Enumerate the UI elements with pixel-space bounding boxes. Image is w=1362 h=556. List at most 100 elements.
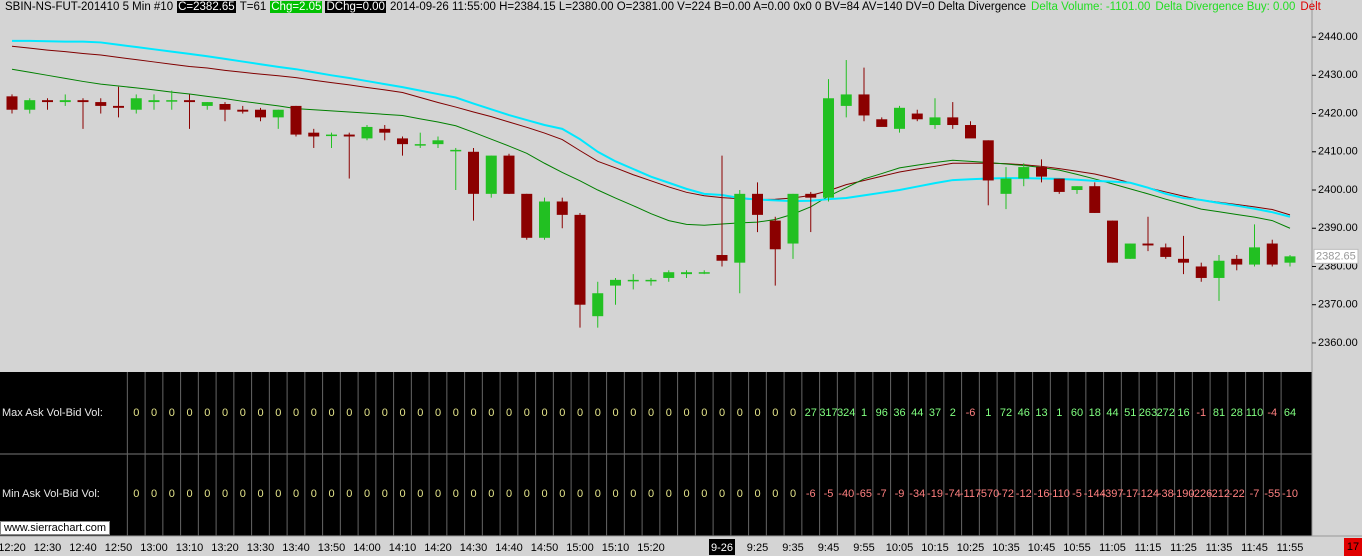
panel-value: 0	[222, 407, 228, 419]
x-tick-label: 13:50	[318, 542, 346, 554]
candle-body	[326, 134, 337, 137]
panel-value: 0	[257, 488, 263, 500]
watermark: www.sierrachart.com	[0, 521, 111, 535]
x-tick-label: 13:30	[247, 542, 275, 554]
panel-value: 0	[453, 488, 459, 500]
panel-value: 0	[417, 488, 423, 500]
panel-value: 0	[737, 488, 743, 500]
x-tick-label: 10:05	[886, 542, 914, 554]
candle-body	[1178, 258, 1189, 263]
x-tick-label: 12:40	[69, 542, 97, 554]
panel-value: 0	[630, 407, 636, 419]
x-tick-label: 12:50	[105, 542, 133, 554]
panel-value: 0	[399, 488, 405, 500]
y-tick-label: 2420.00	[1318, 107, 1358, 119]
bar-info: 2014-09-26 11:55:00 H=2384.15 L=2380.00 …	[389, 1, 1027, 13]
session-marker	[709, 539, 735, 555]
panel-value: 0	[169, 488, 175, 500]
candle-body	[840, 94, 852, 106]
y-tick-label: 2400.00	[1318, 184, 1358, 196]
panel-value: 46	[1018, 407, 1030, 419]
panel-value: 0	[470, 407, 476, 419]
panel-value: 0	[346, 407, 352, 419]
candle-body	[982, 140, 994, 181]
panel-value: 1	[1056, 407, 1062, 419]
panel-value: -1	[1196, 407, 1206, 419]
panel-value: 60	[1071, 407, 1083, 419]
x-tick-label: 9:25	[747, 542, 768, 554]
candle-body	[6, 96, 18, 110]
candle-body	[130, 98, 142, 110]
candle-body	[521, 193, 533, 238]
panel-value: -9	[895, 488, 905, 500]
panel-value: 0	[133, 488, 139, 500]
panel-value: 0	[382, 407, 388, 419]
candle-body	[1089, 186, 1101, 213]
panel-value: -212	[1208, 488, 1230, 500]
panel-value: 263	[1139, 407, 1157, 419]
x-tick-label: 11:25	[1170, 542, 1197, 554]
panel-value: 0	[186, 488, 192, 500]
candle-body	[219, 103, 231, 110]
ticks: T=61	[239, 1, 267, 13]
x-tick-label: 13:10	[176, 542, 204, 554]
panel-value: 0	[524, 488, 530, 500]
panel-value: -226	[1190, 488, 1212, 500]
candle-body	[769, 220, 781, 250]
candle-body	[1160, 247, 1172, 257]
panel-value: 0	[790, 488, 796, 500]
panel-value: 0	[790, 407, 796, 419]
panel-value: 0	[399, 407, 405, 419]
panel-value: 0	[648, 488, 654, 500]
candle-body	[911, 113, 923, 120]
candle-body	[698, 272, 710, 274]
last: C=2382.65	[177, 1, 236, 13]
panel-value: -74	[945, 488, 961, 500]
panel-value: -4	[1267, 407, 1277, 419]
x-tick-label: 11:15	[1135, 542, 1162, 554]
panel-value: 0	[506, 407, 512, 419]
panel-value: -6	[966, 407, 976, 419]
panel-value: 27	[805, 407, 817, 419]
x-tick-label: 14:40	[495, 542, 523, 554]
panel-value: 0	[488, 407, 494, 419]
panel-value: -12	[1016, 488, 1032, 500]
candle-body	[1124, 243, 1136, 259]
panel-value: 0	[506, 488, 512, 500]
x-tick-label: 11:05	[1099, 542, 1126, 554]
panel-value: 0	[559, 488, 565, 500]
x-tick-label: 15:10	[602, 542, 630, 554]
panel-value: 0	[559, 407, 565, 419]
candle-body	[929, 117, 941, 126]
panel-value: 18	[1089, 407, 1101, 419]
panel-value: 0	[275, 488, 281, 500]
panel-value: 0	[541, 488, 547, 500]
panel-value: 37	[929, 407, 941, 419]
candle-body	[59, 100, 71, 103]
x-tick-label: 14:20	[424, 542, 452, 554]
candle-body	[858, 94, 870, 116]
panel-value: 0	[577, 407, 583, 419]
panel-value: 0	[169, 407, 175, 419]
panel-value: 0	[151, 488, 157, 500]
moving-average	[11, 45, 1291, 216]
candle-body	[1036, 167, 1047, 177]
panel-value: 0	[683, 488, 689, 500]
panel-value: 0	[311, 407, 317, 419]
header: SBIN-NS-FUT-201410 5 Min #10 C=2382.65 T=6…	[4, 1, 1325, 13]
x-tick-label: 9:45	[818, 542, 839, 554]
change: Chg=2.05	[270, 1, 323, 13]
candle-body	[468, 151, 479, 194]
panel-value: 0	[666, 488, 672, 500]
panel-value: 0	[754, 488, 760, 500]
panel-value: 0	[328, 407, 334, 419]
candle-body	[113, 105, 124, 108]
panel-value: 0	[719, 407, 725, 419]
panel-value: 0	[737, 407, 743, 419]
panel-value: 44	[911, 407, 923, 419]
panel-value: 64	[1284, 407, 1296, 419]
candle-body	[610, 279, 621, 286]
candle-body	[1142, 243, 1154, 246]
candle-body	[752, 193, 763, 215]
